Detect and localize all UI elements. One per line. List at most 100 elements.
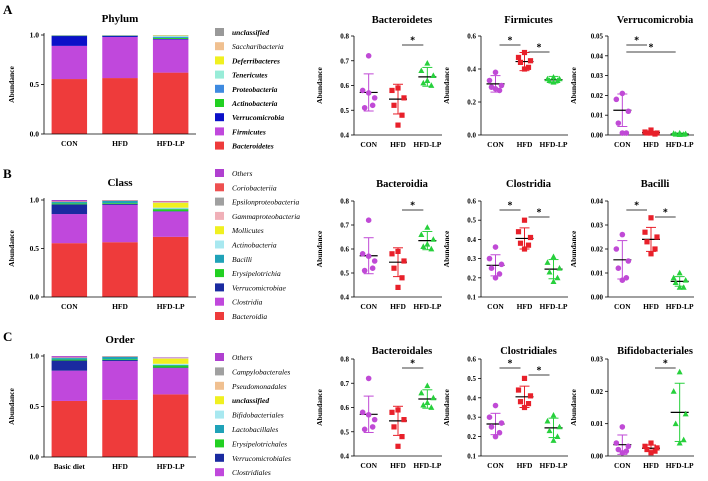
data-point-clostridiales [556, 423, 563, 430]
legend-label-order: Lactobacillales [231, 425, 278, 434]
y-axis-label-clostridia: Abundance [442, 230, 451, 267]
bar-segment-order-0-4 [51, 358, 88, 360]
data-point-firmicutes [527, 58, 534, 64]
data-point-bacteroidales [365, 375, 372, 382]
data-point-bacilli [676, 284, 683, 290]
data-point-firmicutes [498, 82, 505, 89]
legend-swatch-class [215, 226, 224, 235]
legend-label-class: Others [232, 169, 252, 178]
bar-segment-class-1-4 [102, 200, 138, 204]
data-point-bacteroidales [424, 399, 431, 406]
chart-title-bacteroidia: Bacteroidia [376, 179, 428, 190]
data-point-clostridia [546, 268, 553, 275]
data-point-clostridia [492, 275, 499, 281]
legend-label-class: Gammaproteobacteria [232, 212, 300, 221]
data-point-clostridiales [527, 393, 534, 399]
data-point-bacilli [619, 231, 626, 238]
bar-segment-phylum-2-3 [152, 37, 189, 39]
charts-layer: Phylum CON HFD HFD-LP 0.0 0.5 1.0 Abundance uncl… [7, 13, 694, 477]
data-point-verrucomicrobia [619, 130, 626, 136]
data-point-bacteroidia [420, 243, 427, 249]
y-tick-label-verrucomicrobia: 0.02 [591, 92, 604, 100]
data-point-bifidobacteriales [625, 443, 632, 450]
significance-label-clostridia: * [537, 208, 542, 219]
legend-swatch-order [215, 468, 224, 477]
panel-label-c: C [3, 329, 12, 344]
bar-segment-phylum-2-0 [152, 72, 189, 134]
legend-label-phylum: Tenericutes [232, 71, 268, 80]
y-tick-label-clostridia: 0.6 [467, 198, 476, 206]
data-point-bacteroidetes [365, 90, 372, 96]
y-tick-label-class: 1.0 [30, 196, 40, 205]
bar-segment-order-2-8 [152, 357, 189, 359]
data-point-bacteroidetes [389, 87, 395, 94]
x-tick-label-phylum: HFD-LP [157, 139, 185, 148]
y-tick-label-bacilli: 0.01 [591, 270, 604, 278]
data-point-bifidobacteriales [672, 420, 679, 427]
data-point-verrucomicrobia [619, 90, 626, 97]
chart-title-firmicutes: Firmicutes [504, 15, 552, 26]
data-point-bacteroidales [420, 401, 427, 408]
data-point-bacilli [625, 258, 632, 264]
data-point-bacteroidetes [399, 112, 405, 118]
data-point-clostridia [496, 271, 503, 277]
y-tick-label-clostridiales: 0.6 [467, 356, 476, 364]
y-axis-label-class: Abundance [7, 229, 16, 266]
legend-swatch-phylum [215, 28, 224, 36]
bar-segment-class-0-0 [51, 243, 88, 297]
x-tick-label-phylum: HFD [112, 139, 128, 148]
data-point-firmicutes [492, 86, 499, 92]
y-axis-label-phylum: Abundance [7, 65, 16, 102]
data-point-clostridia [486, 255, 493, 262]
y-axis-label-clostridiales: Abundance [442, 388, 451, 425]
bar-segment-phylum-2-4 [152, 36, 189, 38]
y-tick-label-clostridia: 0.4 [467, 236, 476, 244]
y-tick-label-bacteroidia: 0.7 [340, 222, 349, 230]
data-point-bacilli [654, 234, 660, 240]
legend-swatch-order [215, 367, 224, 376]
bar-segment-class-1-0 [102, 242, 138, 297]
y-tick-label-bacilli: 0.00 [591, 294, 604, 302]
chart-title-verrucomicrobia: Verrucomicrobia [617, 15, 694, 26]
bar-segment-class-0-2 [51, 204, 88, 215]
data-point-clostridiales [517, 399, 524, 405]
x-tick-label-bacteroidetes: CON [360, 140, 377, 149]
chart-title-bifidobacteriales: Bifidobacteriales [617, 346, 693, 357]
legend-label-class: Actinobacteria [231, 241, 277, 250]
legend-label-class: Clostridia [232, 298, 263, 307]
data-point-bacteroidales [418, 389, 425, 396]
data-point-bacteroidetes [369, 102, 376, 109]
y-tick-label-clostridia: 0.2 [467, 274, 476, 282]
x-tick-label-bacilli: HFD-LP [666, 302, 694, 311]
bar-segment-order-0-0 [51, 400, 88, 457]
data-point-bacteroidetes [359, 87, 366, 94]
data-point-bifidobacteriales [654, 445, 660, 451]
data-point-bacteroidetes [424, 60, 431, 66]
legend-label-class: Mollicutes [231, 226, 264, 235]
data-point-clostridiales [486, 414, 493, 421]
data-point-clostridiales [498, 420, 505, 426]
y-tick-label-bacteroidales: 0.5 [340, 428, 349, 436]
bar-segment-phylum-1-2 [102, 35, 138, 37]
y-tick-label-bacteroidales: 0.4 [340, 453, 349, 461]
data-point-clostridia [550, 278, 557, 285]
data-point-bacteroidia [430, 236, 437, 242]
data-point-bacteroidetes [420, 79, 427, 86]
data-point-clostridia [521, 246, 528, 252]
significance-label-bacteroidetes: * [410, 36, 415, 47]
bar-segment-class-2-5 [152, 207, 189, 209]
legend-swatch-class [215, 211, 224, 220]
y-tick-label-bacteroidia: 0.6 [340, 246, 349, 254]
bar-segment-phylum-1-1 [102, 36, 138, 79]
significance-label-clostridiales: * [537, 366, 542, 377]
legend-swatch-order [215, 453, 224, 462]
data-point-verrucomicrobia [623, 130, 630, 136]
significance-label-bacteroidia: * [410, 201, 415, 212]
legend-label-phylum: Bacteroidetes [231, 142, 274, 151]
y-tick-label-clostridiales: 0.1 [467, 453, 476, 461]
x-tick-label-class: CON [61, 302, 78, 311]
legend-label-class: Epsilonproteobacteria [231, 198, 299, 207]
panel-label-a: A [3, 2, 13, 17]
x-tick-label-order: Basic diet [54, 462, 86, 471]
x-tick-label-clostridia: HFD [517, 302, 533, 311]
